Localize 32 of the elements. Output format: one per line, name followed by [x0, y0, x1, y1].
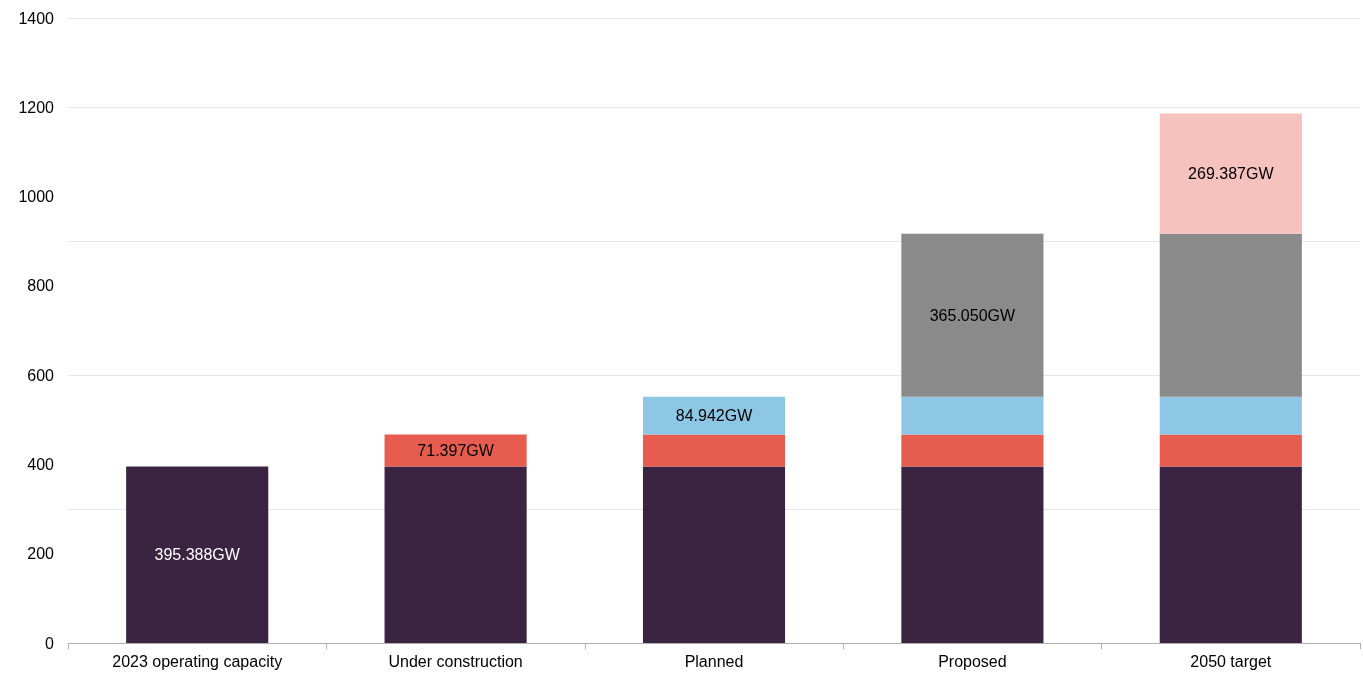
- y-tick-label: 1000: [18, 188, 55, 206]
- bar: [1159, 466, 1302, 643]
- bar: [1159, 396, 1302, 435]
- x-tick-label: Proposed: [938, 652, 1007, 670]
- bar: [1159, 113, 1302, 234]
- data-label: 84.942GW: [675, 407, 754, 425]
- bar: [642, 396, 786, 435]
- x-tick-label: 2023 operating capacity: [112, 652, 283, 670]
- data-label: 395.388GW: [154, 546, 241, 564]
- data-label: 365.050GW: [929, 306, 1016, 324]
- data-label: 71.397GW: [417, 442, 495, 460]
- y-tick-label: 1400: [18, 9, 55, 27]
- y-tick-label: 0: [45, 634, 55, 652]
- y-tick-label: 200: [27, 545, 55, 563]
- bar: [126, 466, 269, 643]
- y-tick-label: 1200: [18, 98, 55, 116]
- bar: [901, 466, 1044, 643]
- bar: [1159, 434, 1302, 467]
- data-label: 269.387GW: [1188, 165, 1275, 183]
- bar: [642, 434, 786, 467]
- bar: [901, 233, 1044, 397]
- bar: [901, 396, 1044, 435]
- bar: [1159, 233, 1302, 397]
- x-tick-label: Under construction: [388, 652, 523, 670]
- bar: [642, 466, 786, 643]
- x-tick-label: 2050 target: [1190, 652, 1272, 670]
- x-tick-label: Planned: [684, 652, 744, 670]
- y-tick-label: 800: [27, 277, 55, 295]
- bar: [901, 434, 1044, 467]
- y-tick-label: 400: [27, 455, 55, 473]
- y-tick-label: 600: [27, 366, 55, 384]
- bar: [384, 466, 527, 643]
